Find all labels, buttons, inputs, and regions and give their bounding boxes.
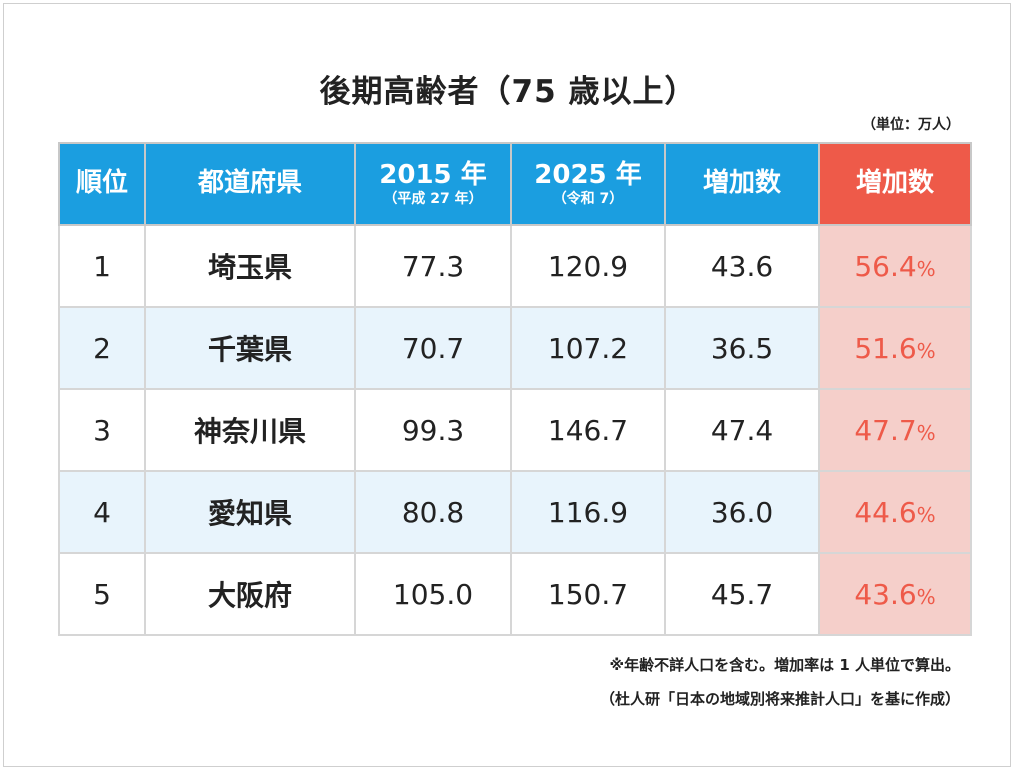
increase-rate-cell: 56.4%	[818, 224, 972, 308]
header-2015-sub: （平成 27 年）	[383, 190, 483, 207]
increase-cell: 47.4	[664, 388, 820, 472]
header-prefecture: 都道府県	[144, 142, 356, 226]
ranking-table: 順位 都道府県 2015 年（平成 27 年） 2025 年（令和 7） 増加数…	[58, 142, 972, 636]
rate-unit: %	[916, 338, 936, 363]
header-rank-label: 順位	[75, 168, 128, 199]
value-2015-cell: 105.0	[354, 552, 512, 636]
value-2015-cell: 80.8	[354, 470, 512, 554]
prefecture-cell: 千葉県	[144, 306, 356, 390]
prefecture-cell: 神奈川県	[144, 388, 356, 472]
header-2025-sub: （令和 7）	[552, 190, 624, 207]
prefecture-cell: 愛知県	[144, 470, 356, 554]
header-increase: 増加数	[664, 142, 820, 226]
value-2025-cell: 107.2	[510, 306, 666, 390]
header-2025: 2025 年（令和 7）	[510, 142, 666, 226]
increase-rate-cell: 44.6%	[818, 470, 972, 554]
header-increase-label: 増加数	[702, 168, 781, 199]
rate-value: 51.6	[854, 331, 917, 365]
rate-unit: %	[916, 502, 936, 527]
table-row: 5 大阪府 105.0 150.7 45.7 43.6%	[58, 552, 972, 636]
prefecture-cell: 埼玉県	[144, 224, 356, 308]
header-2025-label: 2025 年	[534, 159, 642, 190]
increase-cell: 43.6	[664, 224, 820, 308]
table-row: 3 神奈川県 99.3 146.7 47.4 47.7%	[58, 388, 972, 472]
rank-cell: 5	[58, 552, 146, 636]
increase-cell: 36.5	[664, 306, 820, 390]
increase-rate-cell: 47.7%	[818, 388, 972, 472]
rate-unit: %	[916, 256, 936, 281]
increase-cell: 36.0	[664, 470, 820, 554]
rate-unit: %	[916, 584, 936, 609]
table-row: 1 埼玉県 77.3 120.9 43.6 56.4%	[58, 224, 972, 308]
header-increase-rate-label: 増加数	[855, 168, 934, 199]
rate-value: 56.4	[854, 249, 917, 283]
value-2015-cell: 70.7	[354, 306, 512, 390]
rank-cell: 3	[58, 388, 146, 472]
table-row: 2 千葉県 70.7 107.2 36.5 51.6%	[58, 306, 972, 390]
value-2015-cell: 99.3	[354, 388, 512, 472]
unit-label: （単位：万人）	[862, 117, 960, 133]
increase-rate-cell: 43.6%	[818, 552, 972, 636]
header-row: 順位 都道府県 2015 年（平成 27 年） 2025 年（令和 7） 増加数…	[58, 142, 972, 226]
value-2025-cell: 150.7	[510, 552, 666, 636]
rate-value: 44.6	[854, 495, 917, 529]
rank-cell: 4	[58, 470, 146, 554]
header-rank: 順位	[58, 142, 146, 226]
header-increase-rate: 増加数	[818, 142, 972, 226]
source-note: （杜人研「日本の地域別将来推計人口」を基に作成）	[599, 690, 960, 708]
chart-title: 後期高齢者（75 歳以上）	[319, 74, 697, 110]
increase-cell: 45.7	[664, 552, 820, 636]
rank-cell: 1	[58, 224, 146, 308]
rate-value: 43.6	[854, 577, 917, 611]
table-row: 4 愛知県 80.8 116.9 36.0 44.6%	[58, 470, 972, 554]
rate-value: 47.7	[854, 413, 917, 447]
value-2025-cell: 146.7	[510, 388, 666, 472]
value-2025-cell: 116.9	[510, 470, 666, 554]
increase-rate-cell: 51.6%	[818, 306, 972, 390]
header-2015: 2015 年（平成 27 年）	[354, 142, 512, 226]
footnote: ※年齢不詳人口を含む。増加率は 1 人単位で算出。	[609, 656, 960, 674]
value-2015-cell: 77.3	[354, 224, 512, 308]
prefecture-cell: 大阪府	[144, 552, 356, 636]
rate-unit: %	[916, 420, 936, 445]
value-2025-cell: 120.9	[510, 224, 666, 308]
rank-cell: 2	[58, 306, 146, 390]
header-2015-label: 2015 年	[379, 159, 487, 190]
header-prefecture-label: 都道府県	[197, 168, 302, 199]
